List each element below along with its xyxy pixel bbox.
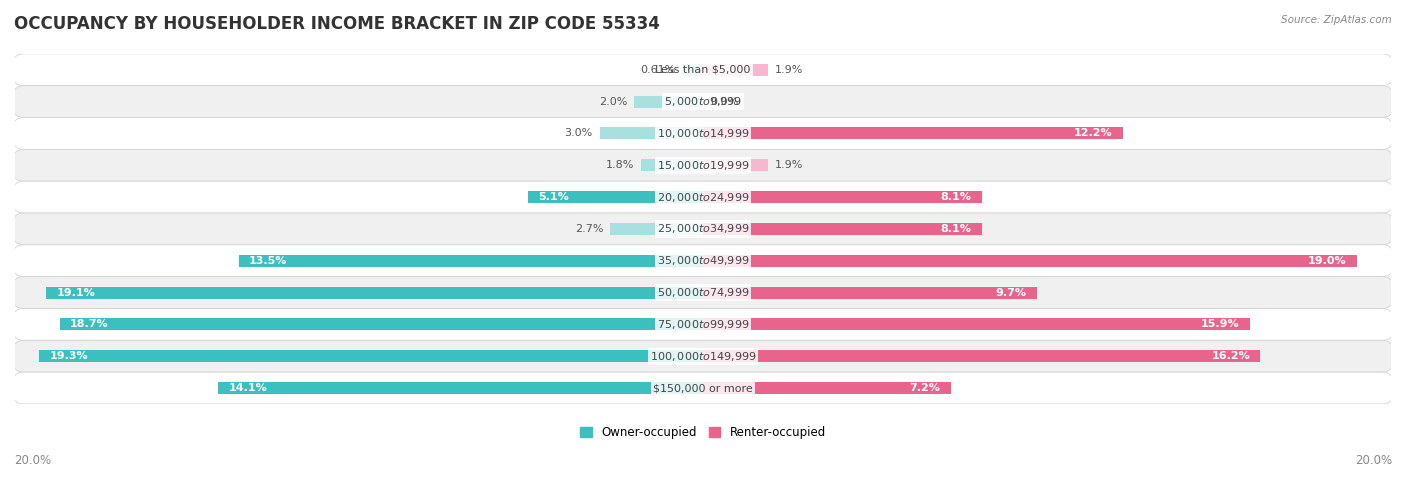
Text: 13.5%: 13.5% <box>249 256 287 266</box>
Text: 14.1%: 14.1% <box>228 383 267 393</box>
Bar <box>641 159 703 171</box>
Text: 3.0%: 3.0% <box>565 128 593 139</box>
Text: 0.0%: 0.0% <box>710 97 738 106</box>
Text: 7.2%: 7.2% <box>910 383 941 393</box>
Text: $100,000 to $149,999: $100,000 to $149,999 <box>650 350 756 363</box>
Legend: Owner-occupied, Renter-occupied: Owner-occupied, Renter-occupied <box>575 421 831 444</box>
Text: $25,000 to $34,999: $25,000 to $34,999 <box>657 223 749 235</box>
Bar <box>682 64 703 76</box>
Text: 0.61%: 0.61% <box>640 65 675 75</box>
Bar <box>703 191 981 203</box>
Text: 8.1%: 8.1% <box>941 224 972 234</box>
Bar <box>239 255 703 267</box>
Text: $5,000 to $9,999: $5,000 to $9,999 <box>664 95 742 108</box>
Text: 19.1%: 19.1% <box>56 288 96 297</box>
Bar <box>218 382 703 394</box>
FancyBboxPatch shape <box>13 149 1393 181</box>
Bar <box>634 96 703 108</box>
Text: $35,000 to $49,999: $35,000 to $49,999 <box>657 254 749 267</box>
Text: $50,000 to $74,999: $50,000 to $74,999 <box>657 286 749 299</box>
Text: 20.0%: 20.0% <box>1355 453 1392 467</box>
Bar <box>46 287 703 298</box>
Text: 9.7%: 9.7% <box>995 288 1026 297</box>
Text: Source: ZipAtlas.com: Source: ZipAtlas.com <box>1281 15 1392 25</box>
FancyBboxPatch shape <box>13 213 1393 245</box>
Bar <box>703 318 1250 330</box>
Text: 1.8%: 1.8% <box>606 160 634 170</box>
FancyBboxPatch shape <box>13 309 1393 340</box>
Text: $150,000 or more: $150,000 or more <box>654 383 752 393</box>
Bar <box>610 223 703 235</box>
Text: 5.1%: 5.1% <box>538 192 568 202</box>
Text: $15,000 to $19,999: $15,000 to $19,999 <box>657 159 749 172</box>
Text: OCCUPANCY BY HOUSEHOLDER INCOME BRACKET IN ZIP CODE 55334: OCCUPANCY BY HOUSEHOLDER INCOME BRACKET … <box>14 15 659 33</box>
Bar <box>39 350 703 362</box>
Bar <box>703 159 768 171</box>
FancyBboxPatch shape <box>13 54 1393 86</box>
Bar <box>703 223 981 235</box>
FancyBboxPatch shape <box>13 245 1393 277</box>
FancyBboxPatch shape <box>13 340 1393 372</box>
FancyBboxPatch shape <box>13 118 1393 149</box>
Text: $20,000 to $24,999: $20,000 to $24,999 <box>657 191 749 204</box>
FancyBboxPatch shape <box>13 181 1393 213</box>
Text: 2.7%: 2.7% <box>575 224 603 234</box>
Text: 18.7%: 18.7% <box>70 319 108 330</box>
Text: $75,000 to $99,999: $75,000 to $99,999 <box>657 318 749 331</box>
Bar <box>703 382 950 394</box>
Bar <box>703 64 768 76</box>
Text: 1.9%: 1.9% <box>775 65 804 75</box>
FancyBboxPatch shape <box>13 86 1393 118</box>
FancyBboxPatch shape <box>13 372 1393 404</box>
Bar <box>703 287 1036 298</box>
Text: 12.2%: 12.2% <box>1074 128 1112 139</box>
Bar <box>703 127 1122 139</box>
Bar <box>600 127 703 139</box>
FancyBboxPatch shape <box>13 277 1393 309</box>
Text: 8.1%: 8.1% <box>941 192 972 202</box>
Text: 1.9%: 1.9% <box>775 160 804 170</box>
Text: 15.9%: 15.9% <box>1201 319 1240 330</box>
Text: 2.0%: 2.0% <box>599 97 627 106</box>
Text: 20.0%: 20.0% <box>14 453 51 467</box>
Text: 19.3%: 19.3% <box>49 351 89 361</box>
Text: 19.0%: 19.0% <box>1308 256 1347 266</box>
Text: 16.2%: 16.2% <box>1211 351 1250 361</box>
Text: $10,000 to $14,999: $10,000 to $14,999 <box>657 127 749 140</box>
Bar <box>527 191 703 203</box>
Bar <box>703 255 1357 267</box>
Bar <box>703 350 1260 362</box>
Bar <box>59 318 703 330</box>
Text: Less than $5,000: Less than $5,000 <box>655 65 751 75</box>
